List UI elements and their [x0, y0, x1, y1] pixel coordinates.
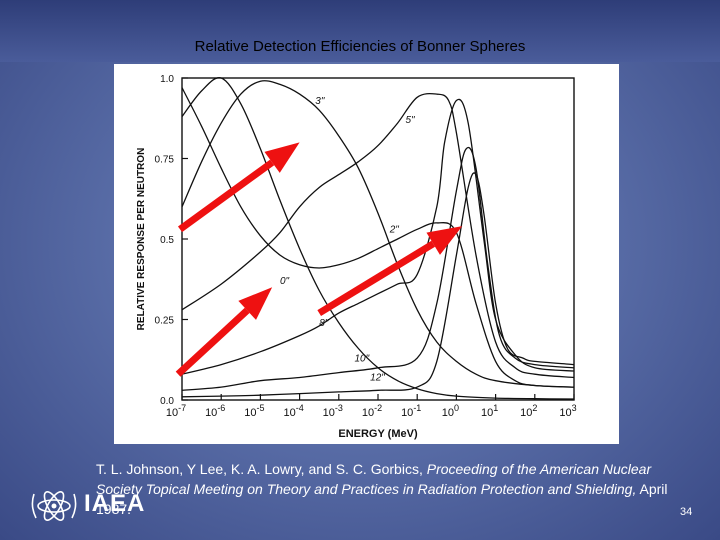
arrow-shaft-3: [317, 240, 436, 317]
series-label-4: 5": [405, 115, 415, 126]
iaea-atom-icon: [31, 491, 77, 521]
arrow-shaft-1: [177, 159, 275, 233]
arrow-head-2: [238, 287, 273, 320]
x-tick-label: 103: [559, 403, 576, 419]
arrow-head-3: [426, 226, 463, 255]
iaea-logo-text: IAEA: [84, 490, 146, 517]
citation-proceedings: Proceeding of the American Nuclear Socie…: [96, 461, 652, 497]
x-tick-label: 10-4: [283, 403, 303, 419]
plot-frame: [181, 77, 575, 401]
x-tick-label: 100: [442, 403, 459, 419]
y-tick-label: 1.0: [160, 74, 174, 85]
x-tick-label: 102: [520, 403, 537, 419]
series-label-1: 0": [280, 276, 290, 287]
citation: T. L. Johnson, Y Lee, K. A. Lowry, and S…: [96, 459, 696, 519]
citation-date: April 1987.: [96, 481, 668, 517]
series-line-5: [181, 98, 575, 375]
y-tick-label: 0.75: [155, 155, 175, 166]
series-label-5: 8": [319, 318, 329, 329]
series-line-7: [181, 172, 575, 398]
x-axis-label: ENERGY (MeV): [338, 428, 418, 440]
page-number: 34: [680, 506, 693, 518]
x-tick-label: 10-7: [166, 403, 186, 419]
series-label-2: 2": [389, 225, 400, 236]
x-tick-label: 101: [481, 403, 498, 419]
y-tick-label: 0.25: [155, 316, 175, 327]
title-bar: [0, 0, 720, 62]
chart-figure: 10-7 10-6 10-5 10-4 10-3 10-2 10-1 100 101 102 103…: [114, 64, 619, 444]
x-tick-label: 10-2: [362, 403, 382, 419]
series-line-2: [181, 87, 575, 388]
series-line-1: [181, 77, 575, 400]
x-tick-label: 10-5: [244, 403, 264, 419]
series-line-3: [181, 80, 575, 388]
x-tick-label: 10-1: [401, 403, 421, 419]
series-line-4: [181, 92, 575, 379]
series-label-6: 10": [354, 353, 369, 364]
series-label-7: 12": [370, 373, 385, 384]
arrow-head-1: [264, 142, 300, 173]
x-tick-label: 10-3: [323, 403, 343, 419]
arrow-shaft-2: [175, 307, 250, 377]
slide-title: Relative Detection Efficiencies of Bonne…: [194, 38, 526, 55]
y-tick-label: 0.5: [160, 235, 174, 246]
series-label-3: 3": [315, 96, 325, 107]
y-axis-label: RELATIVE RESPONSE PER NEUTRON: [136, 148, 147, 331]
citation-authors: T. L. Johnson, Y Lee, K. A. Lowry, and S…: [96, 461, 423, 477]
bonner-sphere-chart: 10-7 10-6 10-5 10-4 10-3 10-2 10-1 100 101 102 103…: [136, 74, 577, 440]
y-tick-label: 0.0: [160, 396, 174, 407]
x-tick-label: 10-6: [205, 403, 225, 419]
